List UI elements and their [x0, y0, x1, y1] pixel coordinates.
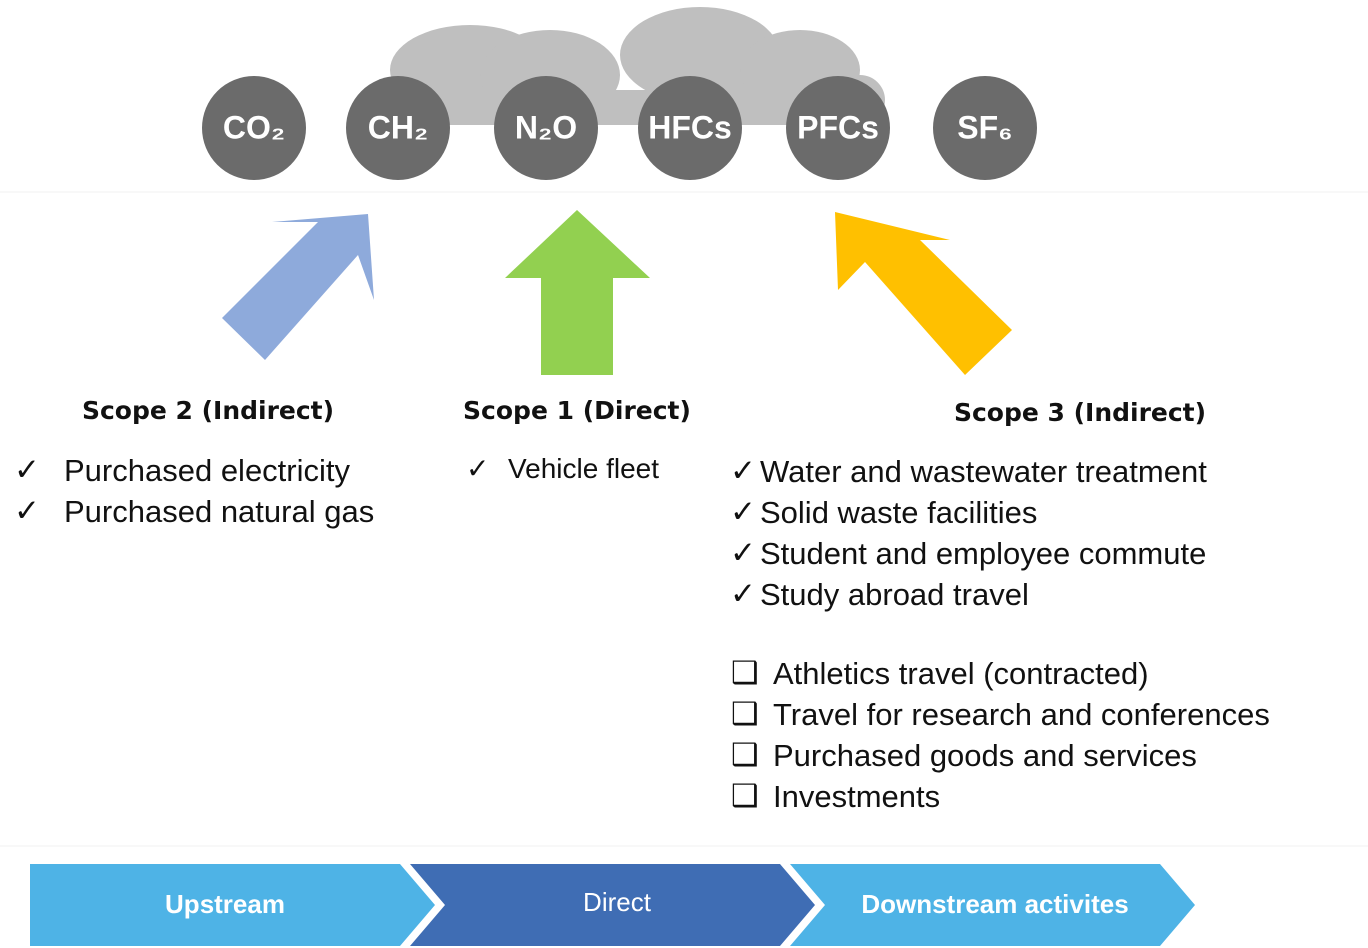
- scope2-arrow: [222, 214, 374, 360]
- gas-circle: [638, 76, 742, 180]
- list-item: ✓ Study abroad travel: [730, 574, 1207, 615]
- item-text: Vehicle fleet: [508, 453, 659, 484]
- item-text: Purchased natural gas: [64, 494, 375, 529]
- scope-title: Scope 3 (Indirect): [953, 398, 1207, 427]
- gas-label: SF₆: [957, 109, 1012, 145]
- scope1-arrow: [505, 210, 650, 375]
- item-text: Study abroad travel: [760, 577, 1029, 612]
- gas-label: PFCs: [797, 109, 879, 145]
- scope2-list: ✓ Purchased electricity ✓ Purchased natural…: [14, 450, 394, 532]
- gas-label: CH₂: [368, 109, 428, 145]
- gas-circle: [346, 76, 450, 180]
- list-item: ✓ Purchased natural gas: [14, 491, 394, 532]
- gas-label: HFCs: [648, 109, 732, 145]
- item-text: Purchased goods and services: [773, 738, 1197, 773]
- box-icon: ❑: [731, 655, 759, 691]
- list-item: ❑ Athletics travel (contracted): [731, 653, 1270, 694]
- check-icon: ✓: [730, 494, 756, 530]
- list-item: ❑ Purchased goods and services: [731, 735, 1270, 776]
- check-icon: ✓: [730, 453, 756, 489]
- item-text: Athletics travel (contracted): [773, 656, 1149, 691]
- list-item: ✓ Student and employee commute: [730, 533, 1207, 574]
- gas-circle: [494, 76, 598, 180]
- item-text: Purchased electricity: [64, 453, 351, 488]
- item-text: Travel for research and conferences: [773, 697, 1270, 732]
- list-item: ❑ Investments: [731, 776, 1270, 817]
- flow-label: Direct: [583, 887, 652, 917]
- item-text: Investments: [773, 779, 941, 814]
- check-icon: ✓: [466, 452, 490, 485]
- gas-label: N₂O: [515, 109, 577, 145]
- box-icon: ❑: [731, 696, 759, 732]
- check-icon: ✓: [14, 493, 40, 529]
- gas-circle: [786, 76, 890, 180]
- item-text: Water and wastewater treatment: [760, 454, 1207, 489]
- scope3-arrow: [835, 212, 1012, 375]
- scope3-pending-list: ❑ Athletics travel (contracted) ❑ Travel fo…: [731, 653, 1270, 817]
- box-icon: ❑: [731, 778, 759, 814]
- flow-label: Downstream activites: [861, 889, 1128, 919]
- gas-label: CO₂: [223, 109, 285, 145]
- check-icon: ✓: [730, 535, 756, 571]
- flow-downstream: [790, 864, 1195, 946]
- check-icon: ✓: [14, 452, 40, 488]
- flow-label: Upstream: [165, 889, 285, 919]
- item-text: Solid waste facilities: [760, 495, 1038, 530]
- check-icon: ✓: [730, 576, 756, 612]
- gas-circle: [202, 76, 306, 180]
- flow-upstream: [30, 864, 435, 946]
- box-icon: ❑: [731, 737, 759, 773]
- scope-title: Scope 1 (Direct): [463, 396, 691, 425]
- scope3-done-list: ✓ Water and wastewater treatment ✓ Solid wa…: [730, 451, 1207, 615]
- item-text: Student and employee commute: [760, 536, 1207, 571]
- list-item: ✓ Vehicle fleet: [466, 450, 659, 488]
- flow-direct: [410, 864, 815, 946]
- list-item: ✓ Water and wastewater treatment: [730, 451, 1207, 492]
- list-item: ✓ Solid waste facilities: [730, 492, 1207, 533]
- scope-title: Scope 2 (Indirect): [81, 396, 335, 425]
- list-item: ❑ Travel for research and conferences: [731, 694, 1270, 735]
- gas-circle: [933, 76, 1037, 180]
- scope1-list: ✓ Vehicle fleet: [466, 450, 659, 488]
- list-item: ✓ Purchased electricity: [14, 450, 394, 491]
